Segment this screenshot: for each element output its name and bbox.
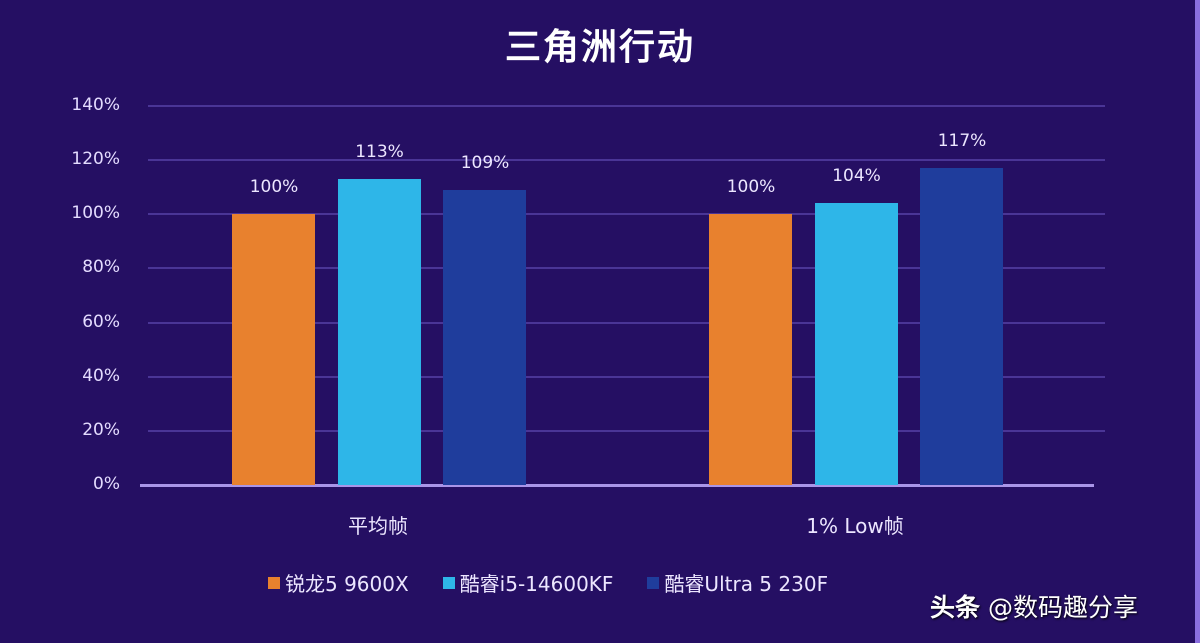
y-tick-label: 140% — [71, 95, 120, 115]
watermark-handle: @数码趣分享 — [988, 593, 1139, 622]
gridline — [148, 213, 1105, 216]
watermark-prefix: 头条 — [930, 593, 981, 622]
x-category-label: 1% Low帧 — [806, 514, 904, 538]
bar-value-label: 113% — [355, 142, 404, 163]
gridline — [148, 267, 1105, 270]
gridline — [148, 105, 1105, 107]
y-tick-label: 0% — [93, 474, 120, 494]
chart-legend: 锐龙5 9600X 酷睿i5-14600KF 酷睿Ultra 5 230F — [268, 568, 828, 597]
legend-item: 酷睿i5-14600KF — [442, 568, 614, 597]
watermark: 头条 @数码趣分享 — [930, 588, 1138, 624]
y-tick-label: 60% — [82, 311, 120, 332]
gridline — [148, 159, 1105, 162]
bar[interactable] — [337, 179, 421, 485]
y-tick-label: 80% — [82, 257, 120, 278]
bar[interactable] — [443, 189, 526, 485]
legend-swatch-icon — [268, 576, 280, 589]
bar-value-label: 100% — [249, 177, 299, 198]
legend-item: 酷睿Ultra 5 230F — [647, 568, 828, 597]
legend-swatch-icon — [442, 576, 455, 589]
bar-value-label: 100% — [726, 177, 776, 198]
bar-value-label: 104% — [832, 166, 881, 187]
right-border — [1195, 0, 1200, 643]
legend-item: 锐龙5 9600X — [268, 568, 409, 597]
y-tick-label: 20% — [82, 419, 120, 440]
bar[interactable] — [232, 214, 315, 485]
y-tick-label: 100% — [71, 203, 120, 224]
gridline — [148, 375, 1105, 378]
y-tick-label: 40% — [82, 365, 120, 386]
gridline — [148, 321, 1105, 324]
y-tick-label: 120% — [71, 149, 120, 170]
legend-swatch-icon — [647, 576, 660, 589]
bar[interactable] — [814, 203, 898, 485]
legend-label: 酷睿i5-14600KF — [459, 572, 614, 596]
x-category-label: 平均帧 — [348, 514, 408, 538]
gridline — [148, 429, 1105, 432]
chart-title: 三角洲行动 — [504, 27, 695, 68]
bar-value-label: 117% — [937, 131, 987, 152]
bar[interactable] — [920, 168, 1003, 485]
legend-label: 锐龙5 9600X — [285, 572, 409, 596]
x-axis-line — [140, 484, 1094, 487]
bar[interactable] — [709, 214, 792, 485]
legend-label: 酷睿Ultra 5 230F — [664, 572, 829, 596]
bar-value-label: 109% — [460, 152, 510, 173]
